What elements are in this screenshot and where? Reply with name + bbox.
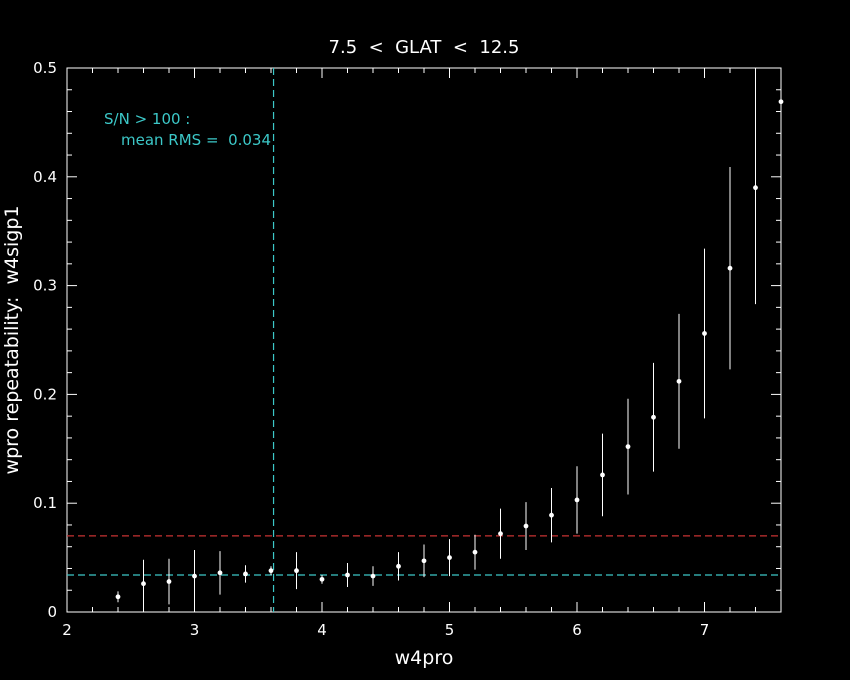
- data-point: [600, 472, 605, 478]
- data-point: [141, 581, 146, 587]
- x-axis-label: w4pro: [395, 647, 454, 669]
- y-tick-label: 0.5: [33, 59, 57, 77]
- data-point: [523, 523, 529, 529]
- data-point: [549, 512, 554, 518]
- data-point: [370, 573, 376, 579]
- data-point: [651, 414, 656, 420]
- data-point: [345, 572, 350, 578]
- data-point: [243, 571, 248, 577]
- y-tick-label: 0.3: [33, 277, 57, 295]
- data-point: [676, 378, 682, 384]
- data-point: [319, 576, 325, 582]
- data-point: [753, 185, 758, 191]
- chart-title: 7.5 < GLAT < 12.5: [329, 37, 520, 58]
- y-tick-label: 0.4: [33, 168, 57, 186]
- data-point: [574, 497, 580, 503]
- y-axis-label: wpro repeatability: w4sigp1: [1, 206, 23, 475]
- x-tick-label: 4: [317, 621, 327, 639]
- data-point: [421, 558, 427, 564]
- annotation-mean-rms: mean RMS = 0.034: [121, 131, 271, 149]
- data-point: [217, 570, 223, 576]
- data-points: [115, 68, 784, 608]
- data-point: [498, 531, 503, 537]
- data-point: [472, 549, 478, 555]
- y-tick-label: 0.1: [33, 494, 57, 512]
- x-tick-label: 3: [190, 621, 200, 639]
- axis-ticks: 2 3 4 5 6 7 0 0.1 0.2 0.3 0.4 0.5: [33, 59, 781, 639]
- data-point: [702, 331, 707, 336]
- reference-lines: [67, 68, 781, 612]
- data-point: [192, 573, 197, 579]
- data-point: [778, 99, 784, 105]
- data-point: [447, 555, 452, 560]
- plot-frame: [66, 67, 782, 613]
- annotation-sn: S/N > 100 :: [104, 110, 190, 128]
- x-tick-label: 6: [572, 621, 582, 639]
- x-tick-label: 2: [62, 621, 72, 639]
- y-tick-label: 0: [47, 603, 57, 621]
- data-point: [166, 579, 172, 584]
- data-point: [294, 568, 299, 574]
- data-point: [268, 568, 274, 574]
- x-tick-label: 5: [445, 621, 455, 639]
- x-tick-label: 7: [700, 621, 710, 639]
- data-point: [727, 265, 733, 271]
- data-point: [396, 563, 401, 569]
- y-tick-label: 0.2: [33, 385, 57, 403]
- data-point: [115, 594, 121, 600]
- data-point: [625, 444, 631, 450]
